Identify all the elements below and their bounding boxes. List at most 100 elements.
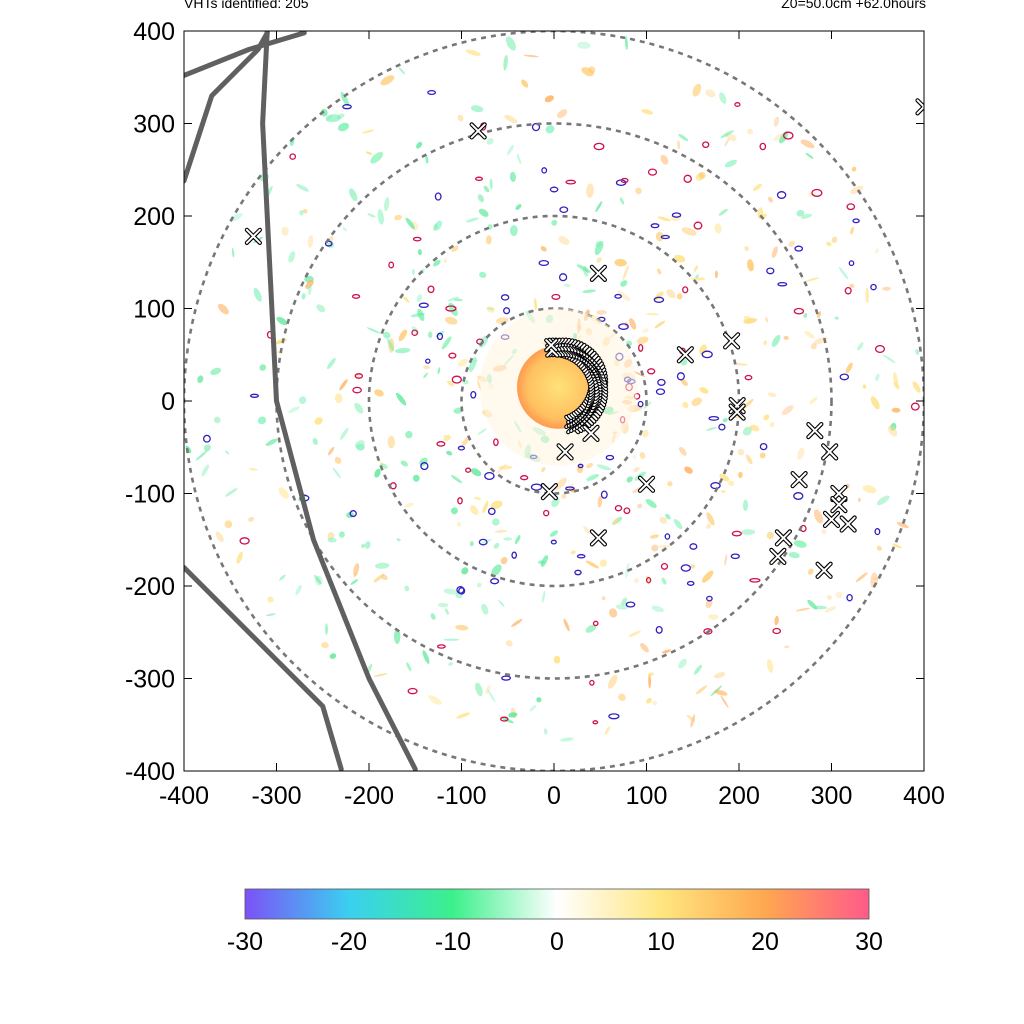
y-tick-label: -200 [125,573,175,601]
field-blob [773,133,783,141]
field-blob [276,316,288,326]
vht-marker [790,471,808,489]
vht-contour [520,475,529,481]
field-blob [406,662,412,672]
vht-contour [457,445,466,451]
field-blob [486,138,494,145]
field-blob [677,140,681,150]
field-blob [457,522,461,527]
field-blob [248,467,258,471]
vht-contour [501,675,512,681]
field-blob [554,477,567,490]
field-blob [482,500,489,514]
field-blob [858,497,861,502]
field-blob [641,109,654,115]
vht-contour [620,177,629,184]
x-tick-label: 400 [903,782,945,810]
field-blob [810,343,817,350]
field-blob [699,344,707,355]
field-blob [503,537,512,541]
field-blob [412,269,415,275]
field-blob [783,335,789,341]
vht-contour [351,293,361,299]
field-blob [448,302,458,317]
field-blob [465,49,481,56]
field-blob [443,258,447,264]
field-blob [724,159,737,168]
vht-contour [701,350,713,359]
field-blob [443,434,451,441]
field-blob [236,551,243,564]
vht-contour [411,329,419,336]
vht-contour [551,293,561,300]
field-blob [882,354,896,364]
field-blob [678,133,689,142]
field-blob [826,241,832,247]
x-tick-label: 300 [811,782,853,810]
vht-contour [608,713,620,720]
field-blob [706,426,717,431]
field-blob [654,320,666,329]
vht-contour [490,578,500,585]
vht-contour [910,402,920,411]
field-blob [835,591,843,599]
field-blob [691,277,706,281]
field-blob [612,517,619,525]
field-blob [706,523,712,529]
field-blob [624,36,628,50]
field-blob [521,79,529,88]
field-blob [523,54,539,58]
field-blob [444,316,458,325]
field-blob [767,196,774,203]
vht-marker-cross [822,444,838,460]
field-blob [642,328,649,333]
field-blob [795,607,811,612]
field-blob [511,618,523,627]
field-blob [695,685,708,695]
field-blob [773,116,780,127]
field-blob [405,430,413,439]
y-tick-label: -300 [125,666,175,694]
vht-contour [388,261,395,269]
field-blob [373,673,388,677]
field-blob [536,697,542,703]
vht-contour [638,343,644,352]
vht-contour [730,553,740,560]
field-blob [265,438,278,446]
field-blob [470,505,479,515]
field-blob [693,265,698,272]
vht-contour [407,687,418,695]
field-blob [451,245,459,252]
field-blob [326,114,333,122]
vht-contour [706,595,713,602]
field-blob [416,294,423,302]
field-blob [660,154,669,165]
vht-contour [445,305,457,312]
field-blob [801,213,813,219]
field-blob [615,604,629,610]
vht-marker [589,264,607,282]
vht-contour [420,462,429,471]
vht-contour [783,131,794,140]
field-blob [540,555,549,567]
y-tick-label: -400 [125,758,175,786]
vht-contour [645,576,652,584]
field-blob [874,248,879,254]
x-tick-label: -300 [251,782,301,810]
vht-contour [239,537,250,545]
field-blob [667,481,673,487]
field-blob [582,289,596,293]
field-blob [705,89,716,98]
field-blob [656,268,662,275]
vht-marker-cross [831,497,847,513]
field-blob [487,689,496,703]
vht-contour [759,442,768,451]
field-blob [332,467,341,479]
field-blob [609,608,618,618]
range-ring-100 [460,307,648,495]
field-blob [224,450,230,455]
vht-marker [244,227,262,245]
field-blob [720,490,726,493]
field-blob [485,685,491,695]
vht-marker-cross [583,425,599,441]
